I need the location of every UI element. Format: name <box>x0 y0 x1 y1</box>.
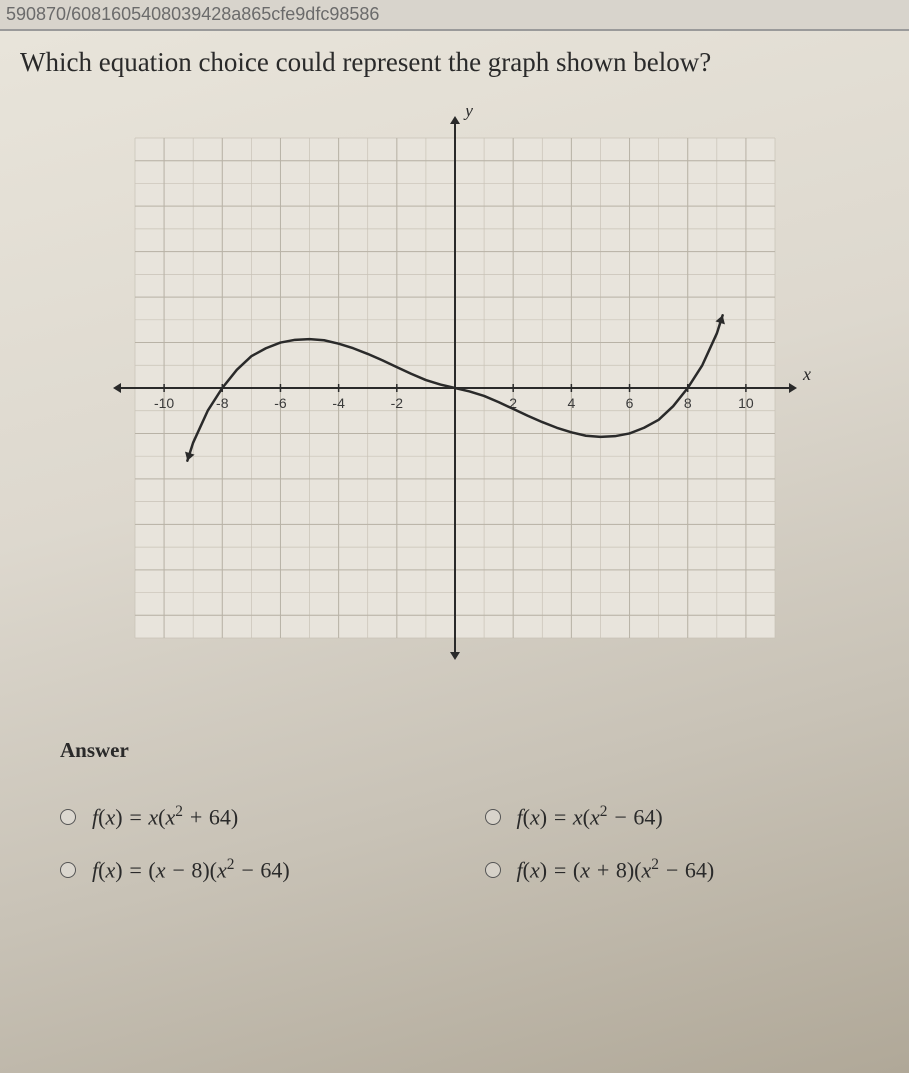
function-graph: -10-8-6-4-2246810yx <box>75 108 835 668</box>
svg-text:-6: -6 <box>274 395 287 411</box>
choice-a[interactable]: f(x) = x(x2 + 64) <box>60 803 425 830</box>
question-text: Which equation choice could represent th… <box>20 47 889 78</box>
svg-text:8: 8 <box>683 395 691 411</box>
svg-text:10: 10 <box>738 395 754 411</box>
svg-text:4: 4 <box>567 395 575 411</box>
choice-d[interactable]: f(x) = (x + 8)(x2 − 64) <box>485 856 850 883</box>
svg-text:-10: -10 <box>153 395 173 411</box>
choice-label: f(x) = (x + 8)(x2 − 64) <box>517 856 715 883</box>
radio-icon <box>485 862 501 878</box>
choice-label: f(x) = x(x2 − 64) <box>517 803 663 830</box>
answer-section: Answer f(x) = x(x2 + 64) f(x) = x(x2 − 6… <box>20 738 889 884</box>
svg-text:y: y <box>463 108 473 120</box>
radio-icon <box>60 862 76 878</box>
answer-heading: Answer <box>60 738 849 763</box>
svg-text:-8: -8 <box>216 395 229 411</box>
url-fragment: 590870/6081605408039428a865cfe9dfc98586 <box>0 0 909 31</box>
svg-text:-2: -2 <box>390 395 403 411</box>
choice-b[interactable]: f(x) = x(x2 − 64) <box>485 803 850 830</box>
svg-text:6: 6 <box>625 395 633 411</box>
svg-text:x: x <box>802 364 811 384</box>
radio-icon <box>60 809 76 825</box>
page-body: Which equation choice could represent th… <box>0 31 909 1073</box>
graph-container: -10-8-6-4-2246810yx <box>20 108 889 668</box>
radio-icon <box>485 809 501 825</box>
choice-label: f(x) = (x − 8)(x2 − 64) <box>92 856 290 883</box>
choice-label: f(x) = x(x2 + 64) <box>92 803 238 830</box>
svg-text:-4: -4 <box>332 395 345 411</box>
choices-grid: f(x) = x(x2 + 64) f(x) = x(x2 − 64) f(x)… <box>60 803 849 884</box>
choice-c[interactable]: f(x) = (x − 8)(x2 − 64) <box>60 856 425 883</box>
